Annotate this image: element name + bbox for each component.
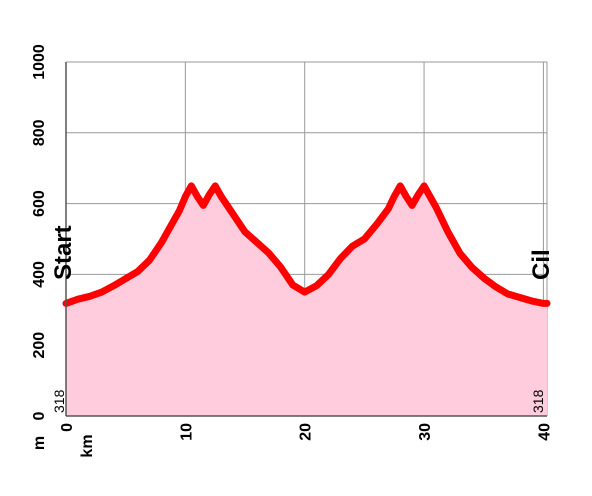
x-axis-label: km: [79, 434, 96, 457]
x-tick-label: 40: [536, 423, 553, 441]
y-tick-label: 0: [31, 411, 48, 420]
y-axis-label: m: [31, 436, 48, 450]
x-tick-label: 30: [417, 423, 434, 441]
y-tick-label: 1000: [31, 44, 48, 80]
elevation-series: [62, 182, 551, 416]
start-label: Start: [50, 225, 77, 280]
x-tick-label: 0: [59, 423, 76, 432]
x-tick-label: 10: [178, 423, 195, 441]
y-tick-label: 200: [31, 332, 48, 359]
y-tick-label: 800: [31, 119, 48, 146]
elevation-line: [62, 182, 551, 307]
axes: 0 200 400 600 800 1000 0 10 20 30 40: [31, 44, 553, 441]
y-tick-label: 400: [31, 261, 48, 288]
end-label: Cil: [528, 249, 555, 280]
start-elevation-label: 318: [51, 389, 67, 413]
x-tick-label: 20: [298, 423, 315, 441]
end-elevation-label: 318: [530, 389, 546, 413]
elevation-area: [66, 185, 547, 416]
y-tick-label: 600: [31, 190, 48, 217]
